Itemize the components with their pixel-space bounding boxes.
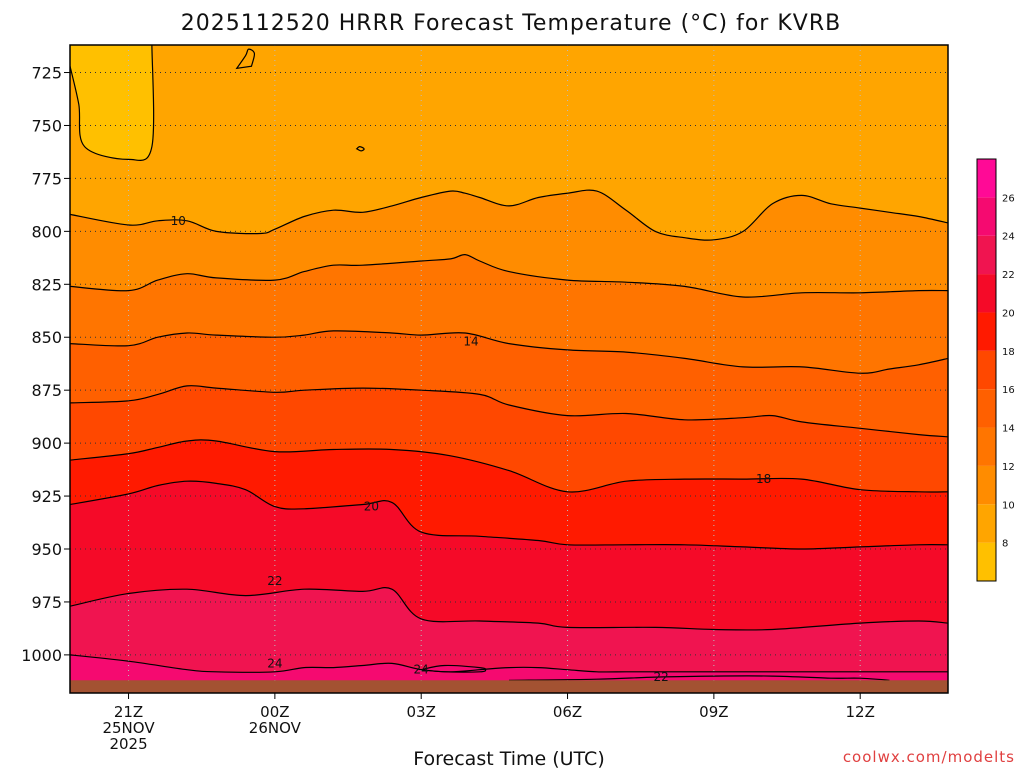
colorbar-swatch-24 (977, 197, 996, 236)
colorbar-label-18: 18 (1002, 347, 1015, 358)
contour-24-line-8 (70, 654, 948, 673)
colorbar-label-14: 14 (1002, 424, 1015, 435)
y-axis: 725 750 775 800 825 850 875 900 925 950 975 1000 (21, 64, 70, 665)
colorbar-swatch-26 (977, 159, 996, 198)
colorbar-swatch-10 (977, 465, 996, 505)
y-tick-label-800: 800 (31, 222, 62, 241)
colorbar-label-24: 24 (1002, 232, 1015, 243)
contour-20-line-6 (70, 480, 948, 550)
surface-ground (70, 680, 948, 693)
colorbar-label-8: 8 (1002, 539, 1008, 550)
x-tick-label-0-2: 2025 (109, 735, 147, 753)
colorbar-swatch-22 (977, 235, 996, 275)
x-tick-label-15-0: 06Z (553, 703, 582, 721)
colorbar-swatch-14 (977, 389, 996, 428)
contour-label-18-5: 18 (756, 472, 771, 486)
colorbar-border (976, 158, 997, 582)
colorbar-swatch-6 (977, 542, 996, 581)
plot-border (69, 44, 949, 694)
contour-label-22-10: 22 (654, 670, 669, 684)
contour-16-line-4 (70, 385, 948, 438)
colorbar-swatch-16 (977, 350, 996, 390)
contour-label-20-6: 20 (364, 500, 379, 514)
y-tick-label-775: 775 (31, 169, 62, 188)
x-axis-title: Forecast Time (UTC) (413, 748, 604, 768)
contour-label-24-9: 24 (414, 663, 429, 677)
band-22-24 (70, 587, 948, 693)
contour-14-line-3 (70, 330, 948, 374)
contour-10-line-11 (235, 48, 256, 70)
x-tick-label-20-0: 09Z (699, 703, 728, 721)
y-tick-label-900: 900 (31, 434, 62, 453)
y-tick-label-750: 750 (31, 116, 62, 135)
y-tick-label-725: 725 (31, 64, 62, 83)
contour-18-line-5 (70, 439, 948, 493)
y-tick-label-875: 875 (31, 381, 62, 400)
colorbar-label-12: 12 (1002, 462, 1015, 473)
y-tick-label-825: 825 (31, 275, 62, 294)
y-tick-label-975: 975 (31, 593, 62, 612)
colorbar-label-20: 20 (1002, 308, 1015, 319)
colorbar-label-10: 10 (1002, 500, 1015, 511)
colorbar-swatch-20 (977, 274, 996, 313)
y-tick-label-925: 925 (31, 487, 62, 506)
grid-lines (70, 45, 948, 693)
contour-label-22-7: 22 (267, 574, 282, 588)
y-tick-label-950: 950 (31, 540, 62, 559)
colorbar-label-22: 22 (1002, 270, 1015, 281)
colorbar: 8 10 12 14 16 18 20 22 24 26 (976, 158, 1015, 582)
credit-text: coolwx.com/modelts (843, 748, 1015, 766)
contour-24-line-9 (421, 664, 487, 673)
x-tick-label-10-0: 03Z (407, 703, 436, 721)
contour-22-line-7 (70, 587, 948, 631)
colorbar-label-26: 26 (1002, 193, 1015, 204)
x-tick-label-25-0: 12Z (846, 703, 875, 721)
y-tick-label-1000: 1000 (21, 646, 62, 665)
chart-title: 2025112520 HRRR Forecast Temperature (°C… (181, 11, 841, 36)
colorbar-swatch-8 (977, 504, 996, 543)
contour-label-10-1: 10 (171, 214, 186, 228)
x-tick-label-0-1: 25NOV (102, 719, 155, 737)
x-tick-label-5-1: 26NOV (249, 719, 302, 737)
contour-10-line-1 (70, 189, 948, 241)
contour-8-line-0 (70, 45, 155, 161)
contour-22-line-10 (508, 675, 890, 681)
colorbar-swatch-18 (977, 312, 996, 351)
contour-labels: 10 14 18 20 22 24 24 22 (171, 214, 772, 684)
contour-lines (70, 45, 948, 681)
contour-label-14-3: 14 (463, 334, 478, 348)
contour-label-24-8: 24 (267, 656, 282, 670)
plot-area: 10 14 18 20 22 24 24 22 (69, 44, 949, 694)
x-tick-label-0-0: 21Z (114, 703, 143, 721)
temperature-bands (70, 45, 948, 693)
x-tick-label-5-0: 00Z (260, 703, 289, 721)
colorbar-label-16: 16 (1002, 385, 1015, 396)
colorbar-swatch-12 (977, 427, 996, 466)
y-tick-label-850: 850 (31, 328, 62, 347)
contour-12-line-2 (70, 253, 948, 298)
band-6-8 (70, 45, 154, 161)
contour-10-line-12 (355, 145, 365, 152)
